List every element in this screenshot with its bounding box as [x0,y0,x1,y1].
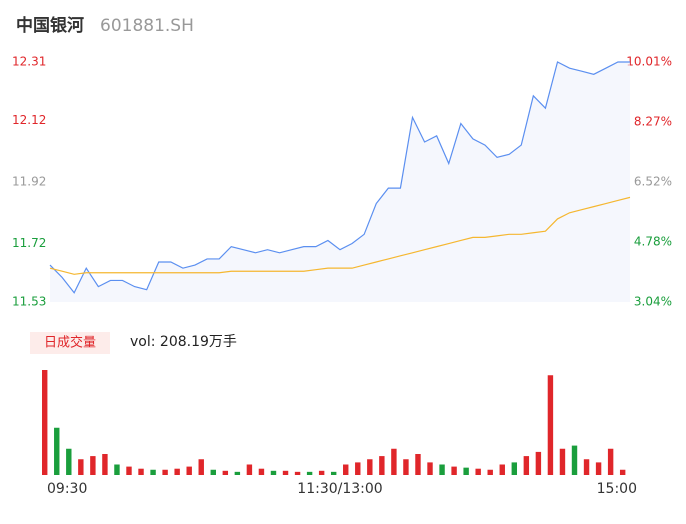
volume-bar [78,459,84,475]
volume-bar [571,445,578,475]
x-tick-label: 11:30/13:00 [297,481,382,497]
volume-bar [451,466,457,475]
y-tick-label: 11.92 [12,175,46,189]
volume-bar [90,456,96,475]
x-tick-label: 15:00 [597,481,637,497]
volume-bar [162,469,168,475]
volume-bar [523,456,530,475]
volume-bar [138,468,144,475]
y-tick-label: 11.72 [12,236,46,250]
volume-bar [102,454,108,475]
y2-tick-label: 10.01% [626,55,672,69]
volume-bar [547,375,554,475]
volume-badge [30,332,110,354]
volume-bar [318,470,325,475]
volume-bar [343,464,349,475]
y2-tick-label: 4.78% [634,235,672,249]
price-area [50,62,630,302]
volume-bar [234,471,241,475]
volume-bar [487,469,493,475]
volume-bar [54,427,60,475]
volume-bar [595,462,602,475]
volume-total: vol: 208.19万手 [130,334,237,350]
price-line [49,61,630,294]
volume-bar [535,451,542,475]
volume-bar [210,469,216,475]
volume-bar [306,471,313,475]
volume-bar [174,468,180,475]
volume-bar [415,454,421,475]
volume-bar [258,468,265,475]
y2-tick-label: 8.27% [634,114,672,128]
volume-bar [355,462,361,475]
stock-code: 601881.SH [100,16,194,36]
volume-bar [186,466,192,475]
volume-bar [330,471,337,475]
y-tick-label: 12.12 [12,113,46,127]
y2-tick-label: 6.52% [634,175,672,189]
volume-bar [126,466,132,475]
stock-name: 中国银河 [16,15,84,36]
volume-bar [463,467,469,475]
volume-bar [559,448,566,475]
volume-bar [246,464,253,475]
volume-bar [403,459,409,475]
volume-bar [66,448,72,475]
volume-bar [583,459,590,475]
volume-bar [114,464,120,475]
volume-bar [379,456,385,475]
avg-line [49,196,631,275]
volume-bar [499,464,505,475]
volume-bar [198,459,204,475]
volume-bar [222,470,229,475]
volume-bar [294,471,301,475]
volume-bar [150,469,156,475]
volume-bar [511,462,518,475]
volume-title: 日成交量 [44,335,96,351]
volume-bar [367,459,373,475]
x-tick-label: 09:30 [47,481,87,497]
y2-tick-label: 3.04% [634,295,672,309]
volume-bar [427,462,433,475]
volume-bar [619,469,626,475]
volume-bar [607,448,614,475]
volume-bar [391,448,397,475]
volume-bar [42,370,48,475]
volume-bar [475,468,481,475]
y-tick-label: 11.53 [12,295,46,309]
volume-bar [282,470,289,475]
volume-bar [270,470,277,475]
y-tick-label: 12.31 [12,55,46,69]
volume-bar [439,464,445,475]
